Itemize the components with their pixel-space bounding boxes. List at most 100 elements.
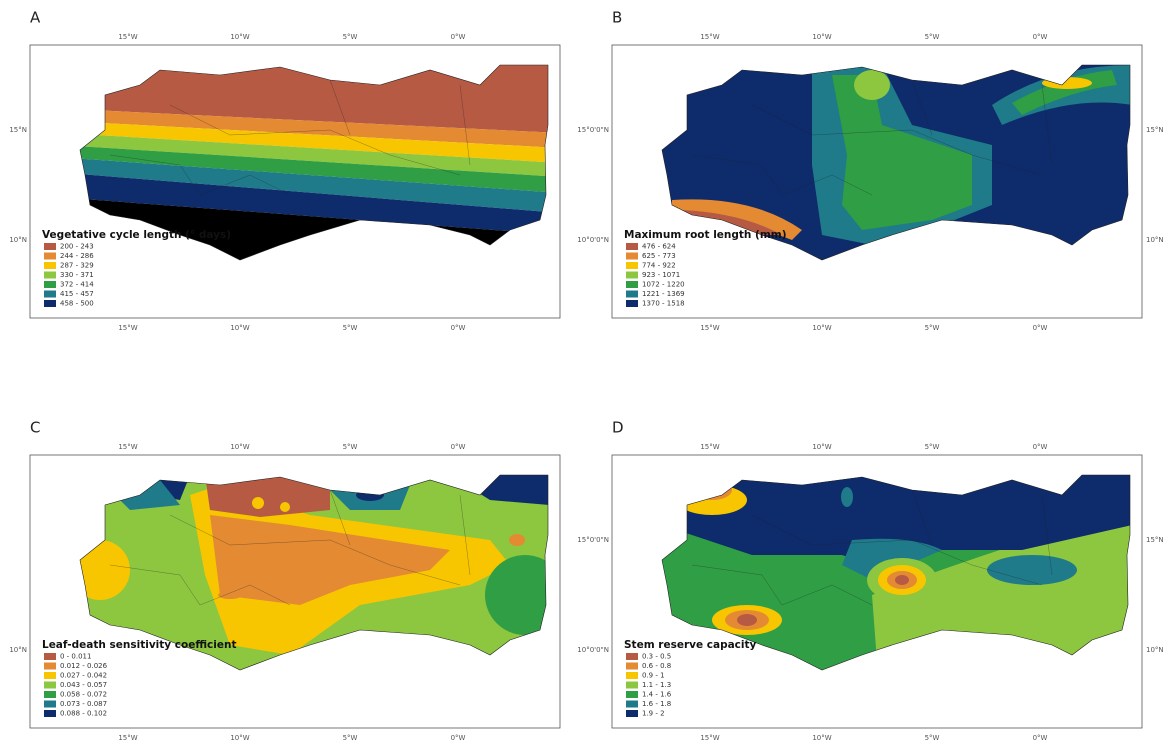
top-tick-label: 5°W — [343, 33, 358, 41]
country-outline — [79, 474, 549, 671]
legend-swatch — [44, 281, 56, 288]
left-tick-label: 10°N — [9, 646, 27, 654]
legend-label: 774 - 922 — [642, 262, 676, 270]
legend-label: 0.9 - 1 — [642, 672, 665, 680]
map-zone — [662, 475, 1130, 565]
bottom-tick-label: 15°W — [700, 324, 719, 332]
map-zone — [485, 555, 548, 635]
borders — [691, 489, 1053, 606]
bottom-tick-label: 0°W — [1033, 734, 1048, 742]
top-tick-label: 15°W — [700, 33, 719, 41]
map-zone — [80, 107, 548, 148]
map-zone — [509, 534, 525, 546]
legend-swatch — [44, 700, 56, 708]
top-tick-label: 0°W — [1033, 443, 1048, 451]
top-tick-label: 5°W — [925, 33, 940, 41]
legend-swatch — [626, 300, 638, 307]
legend-swatch — [626, 653, 638, 660]
top-tick-label: 15°W — [700, 443, 719, 451]
legend-swatch — [626, 700, 638, 708]
map-zone — [80, 131, 548, 177]
legend-label: 0.088 - 0.102 — [60, 710, 107, 718]
map-zone — [1042, 77, 1092, 89]
bottom-tick-label: 5°W — [343, 324, 358, 332]
map-zone — [841, 487, 853, 507]
legend-title: Maximum root length (mm) — [624, 229, 787, 241]
map-zone — [210, 515, 450, 605]
borders — [109, 79, 471, 196]
top-tick-label: 10°W — [230, 443, 249, 451]
legend-swatch — [44, 662, 56, 670]
legend-swatch — [626, 281, 638, 288]
map-frame — [611, 44, 1143, 319]
legend-swatch — [626, 662, 638, 670]
bottom-tick-label: 0°W — [451, 324, 466, 332]
panel-label: A — [30, 9, 41, 27]
legend-label: 1370 - 1518 — [642, 300, 685, 308]
map-zone — [872, 505, 1130, 670]
legend-swatch — [626, 290, 638, 298]
legend-swatch — [44, 691, 56, 698]
legend-swatch — [626, 681, 638, 689]
map-frame — [29, 44, 561, 319]
legend-title: Vegetative cycle length (° days) — [42, 229, 231, 241]
panel-label: B — [612, 9, 622, 27]
right-tick-label: 15°N — [1146, 536, 1164, 544]
country-outline — [661, 474, 1131, 671]
top-tick-label: 5°W — [343, 443, 358, 451]
map-zone — [80, 119, 548, 163]
legend-label: 0.043 - 0.057 — [60, 681, 107, 689]
map-zone — [895, 575, 909, 585]
top-tick-label: 10°W — [812, 33, 831, 41]
legend-label: 1.6 - 1.8 — [642, 700, 671, 708]
legend-swatch — [44, 300, 56, 307]
top-tick-label: 0°W — [1033, 33, 1048, 41]
map-area — [80, 475, 548, 670]
legend-label: 458 - 500 — [60, 300, 94, 308]
top-tick-label: 5°W — [925, 443, 940, 451]
bottom-tick-label: 5°W — [343, 734, 358, 742]
legend-swatch — [44, 681, 56, 689]
map-panel: B 15°W 10°W 5°W 0°W 15°W 10°W 5°W 0°W 15°0'0"N 10°… — [577, 9, 1163, 333]
map-zone — [987, 555, 1077, 585]
left-tick-label: 15°0'0"N — [577, 126, 609, 134]
legend-label: 287 - 329 — [60, 262, 94, 270]
map-zone — [80, 155, 548, 213]
bottom-tick-label: 15°W — [700, 734, 719, 742]
legend-label: 415 - 457 — [60, 290, 94, 298]
bottom-tick-label: 5°W — [925, 734, 940, 742]
legend-label: 1221 - 1369 — [642, 290, 685, 298]
legend-swatch — [626, 243, 638, 250]
legend-title: Stem reserve capacity — [624, 639, 757, 651]
legend-label: 923 - 1071 — [642, 271, 680, 279]
bottom-tick-label: 10°W — [230, 734, 249, 742]
bottom-tick-label: 0°W — [451, 734, 466, 742]
legend-label: 1.9 - 2 — [642, 710, 665, 718]
right-tick-label: 15°N — [1146, 126, 1164, 134]
legend-label: 1.1 - 1.3 — [642, 681, 671, 689]
map-area — [80, 65, 548, 260]
bottom-tick-label: 0°W — [1033, 324, 1048, 332]
left-tick-label: 15°0'0"N — [577, 536, 609, 544]
map-zone — [205, 475, 330, 517]
legend-swatch — [626, 691, 638, 698]
legend-swatch — [44, 262, 56, 269]
country-outline — [79, 64, 549, 261]
map-zone — [252, 497, 264, 509]
legend-swatch — [44, 271, 56, 279]
map-zone — [682, 210, 782, 235]
map-frame — [29, 454, 561, 729]
legend-label: 625 - 773 — [642, 252, 676, 260]
legend-label: 1.4 - 1.6 — [642, 691, 672, 699]
legend-label: 200 - 243 — [60, 243, 94, 251]
top-tick-label: 0°W — [451, 33, 466, 41]
top-tick-label: 15°W — [118, 33, 137, 41]
legend-swatch — [626, 710, 638, 717]
map-frame — [611, 454, 1143, 729]
legend-swatch — [44, 290, 56, 298]
legend-swatch — [44, 672, 56, 679]
map-zone — [702, 479, 722, 491]
legend-title: Leaf-death sensitivity coefficient — [42, 639, 237, 651]
